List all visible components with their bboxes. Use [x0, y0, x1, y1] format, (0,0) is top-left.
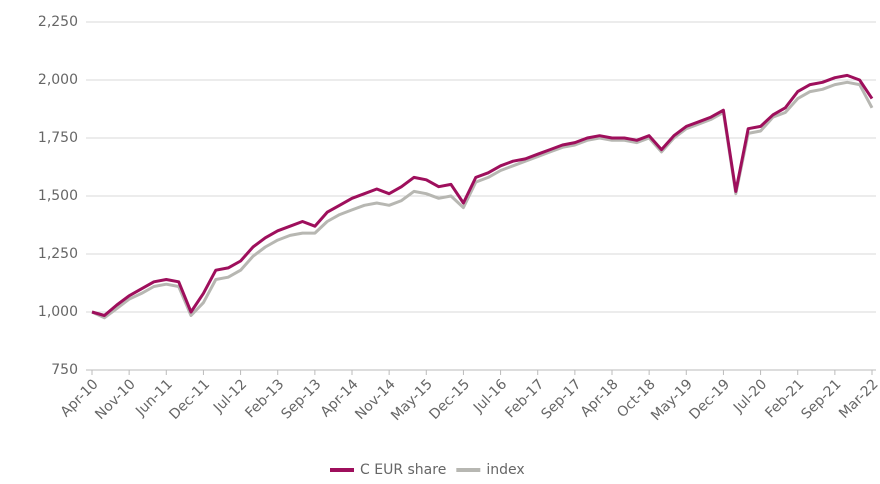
- x-tick-label: May-19: [648, 376, 696, 424]
- y-tick-label: 1,000: [38, 304, 78, 320]
- y-tick-label: 1,750: [38, 130, 78, 146]
- x-tick-label: Dec-11: [166, 376, 213, 423]
- y-tick-label: 1,250: [38, 246, 78, 262]
- legend-label: C EUR share: [360, 462, 446, 478]
- x-tick-label: Dec-19: [686, 376, 733, 423]
- series-line: [91, 73, 874, 317]
- y-tick-label: 750: [51, 362, 78, 378]
- x-tick-label: Nov-10: [92, 376, 139, 423]
- x-tick-label: Apr-18: [578, 376, 622, 420]
- y-tick-label: 1,500: [38, 188, 78, 204]
- x-tick-label: Mar-22: [836, 376, 880, 422]
- x-tick-label: Sep-21: [798, 376, 844, 422]
- y-tick-label: 2,000: [38, 72, 78, 88]
- x-tick-label: Dec-15: [426, 376, 473, 423]
- x-tick-label: Sep-13: [278, 376, 324, 422]
- x-tick-label: Sep-17: [538, 376, 584, 422]
- y-tick-label: 2,250: [38, 14, 78, 30]
- x-tick-label: May-15: [388, 376, 436, 424]
- legend-label: index: [486, 462, 524, 478]
